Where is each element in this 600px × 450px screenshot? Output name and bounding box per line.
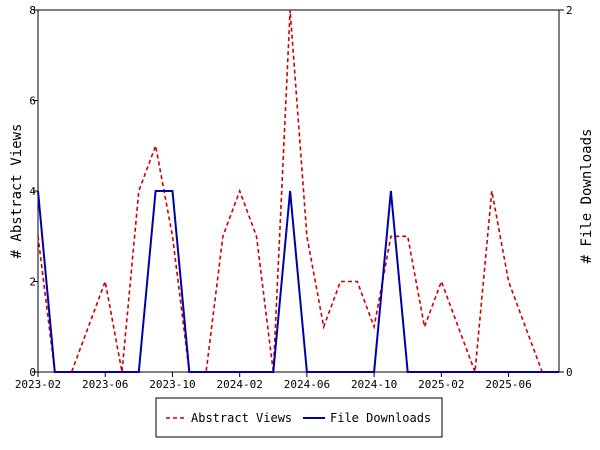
- file-downloads-point: [440, 371, 443, 374]
- series-line-file-downloads: [37, 190, 559, 373]
- right-y-axis-ticks: 02: [559, 4, 573, 379]
- legend-label-file-downloads: File Downloads: [330, 411, 431, 425]
- file-downloads-point: [373, 371, 376, 374]
- file-downloads-point: [37, 190, 40, 193]
- left-y-tick-label: 0: [29, 366, 36, 379]
- file-downloads-point: [423, 371, 426, 374]
- abstract-views-point: [87, 325, 90, 328]
- file-downloads-point: [457, 371, 460, 374]
- abstract-views-point: [457, 325, 460, 328]
- file-downloads-point: [356, 371, 359, 374]
- x-tick-label: 2025-06: [485, 378, 531, 391]
- file-downloads-point: [541, 371, 544, 374]
- left-y-tick-label: 8: [29, 4, 36, 17]
- abstract-views-point: [389, 235, 392, 238]
- file-downloads-point: [238, 371, 241, 374]
- file-downloads-point: [137, 371, 140, 374]
- file-downloads-point: [289, 190, 292, 193]
- x-tick-label: 2024-02: [216, 378, 262, 391]
- file-downloads-point: [406, 371, 409, 374]
- file-downloads-point: [87, 371, 90, 374]
- abstract-views-point: [238, 190, 241, 193]
- left-y-axis-ticks: 0 2 4 6 8: [29, 4, 38, 379]
- right-y-tick-label: 0: [566, 366, 573, 379]
- file-downloads-point: [171, 190, 174, 193]
- series-layer: [37, 9, 561, 374]
- abstract-views-point: [154, 144, 157, 147]
- abstract-views-point: [423, 325, 426, 328]
- file-downloads-point: [490, 371, 493, 374]
- x-tick-label: 2023-02: [15, 378, 61, 391]
- left-y-tick-label: 4: [29, 185, 36, 198]
- x-tick-label: 2025-02: [418, 378, 464, 391]
- file-downloads-point: [188, 371, 191, 374]
- x-tick-label: 2024-06: [284, 378, 330, 391]
- file-downloads-point: [121, 371, 124, 374]
- plot-area: [37, 9, 560, 373]
- left-y-axis-title: # Abstract Views: [9, 124, 25, 259]
- file-downloads-point: [474, 371, 477, 374]
- file-downloads-point: [154, 190, 157, 193]
- file-downloads-point: [339, 371, 342, 374]
- abstract-views-point: [171, 235, 174, 238]
- file-downloads-point: [322, 371, 325, 374]
- abstract-views-point: [507, 280, 510, 283]
- file-downloads-point: [272, 371, 275, 374]
- abstract-views-point: [490, 190, 493, 193]
- abstract-views-point: [524, 325, 527, 328]
- file-downloads-point: [558, 371, 561, 374]
- abstract-views-point: [339, 280, 342, 283]
- file-downloads-point: [70, 371, 73, 374]
- file-downloads-point: [507, 371, 510, 374]
- abstract-views-point: [137, 190, 140, 193]
- right-y-tick-label: 2: [566, 4, 573, 17]
- file-downloads-point: [205, 371, 208, 374]
- abstract-views-point: [221, 235, 224, 238]
- abstract-views-point: [406, 235, 409, 238]
- file-downloads-point: [255, 371, 258, 374]
- right-y-axis-title: # File Downloads: [579, 129, 595, 264]
- left-y-tick-label: 2: [29, 276, 36, 289]
- series-line-abstract-views: [37, 9, 559, 373]
- file-downloads-point: [524, 371, 527, 374]
- legend: Abstract Views File Downloads: [155, 397, 443, 438]
- abstract-views-point: [356, 280, 359, 283]
- left-y-tick-label: 6: [29, 95, 36, 108]
- file-downloads-point: [389, 190, 392, 193]
- file-downloads-point: [104, 371, 107, 374]
- legend-box: [155, 397, 443, 438]
- file-downloads-point: [53, 371, 56, 374]
- legend-label-abstract-views: Abstract Views: [191, 411, 292, 425]
- abstract-views-point: [104, 280, 107, 283]
- x-tick-label: 2023-10: [149, 378, 195, 391]
- abstract-views-point: [255, 235, 258, 238]
- file-downloads-point: [221, 371, 224, 374]
- x-axis-ticks: 2023-02 2023-06 2023-10 2024-02 2024-06 2024-…: [15, 372, 532, 391]
- abstract-views-point: [322, 325, 325, 328]
- abstract-views-point: [373, 325, 376, 328]
- x-tick-label: 2024-10: [351, 378, 397, 391]
- abstract-views-point: [305, 235, 308, 238]
- abstract-views-point: [37, 235, 40, 238]
- x-tick-label: 2023-06: [82, 378, 128, 391]
- abstract-views-point: [289, 9, 292, 12]
- abstract-views-point: [440, 280, 443, 283]
- file-downloads-point: [305, 371, 308, 374]
